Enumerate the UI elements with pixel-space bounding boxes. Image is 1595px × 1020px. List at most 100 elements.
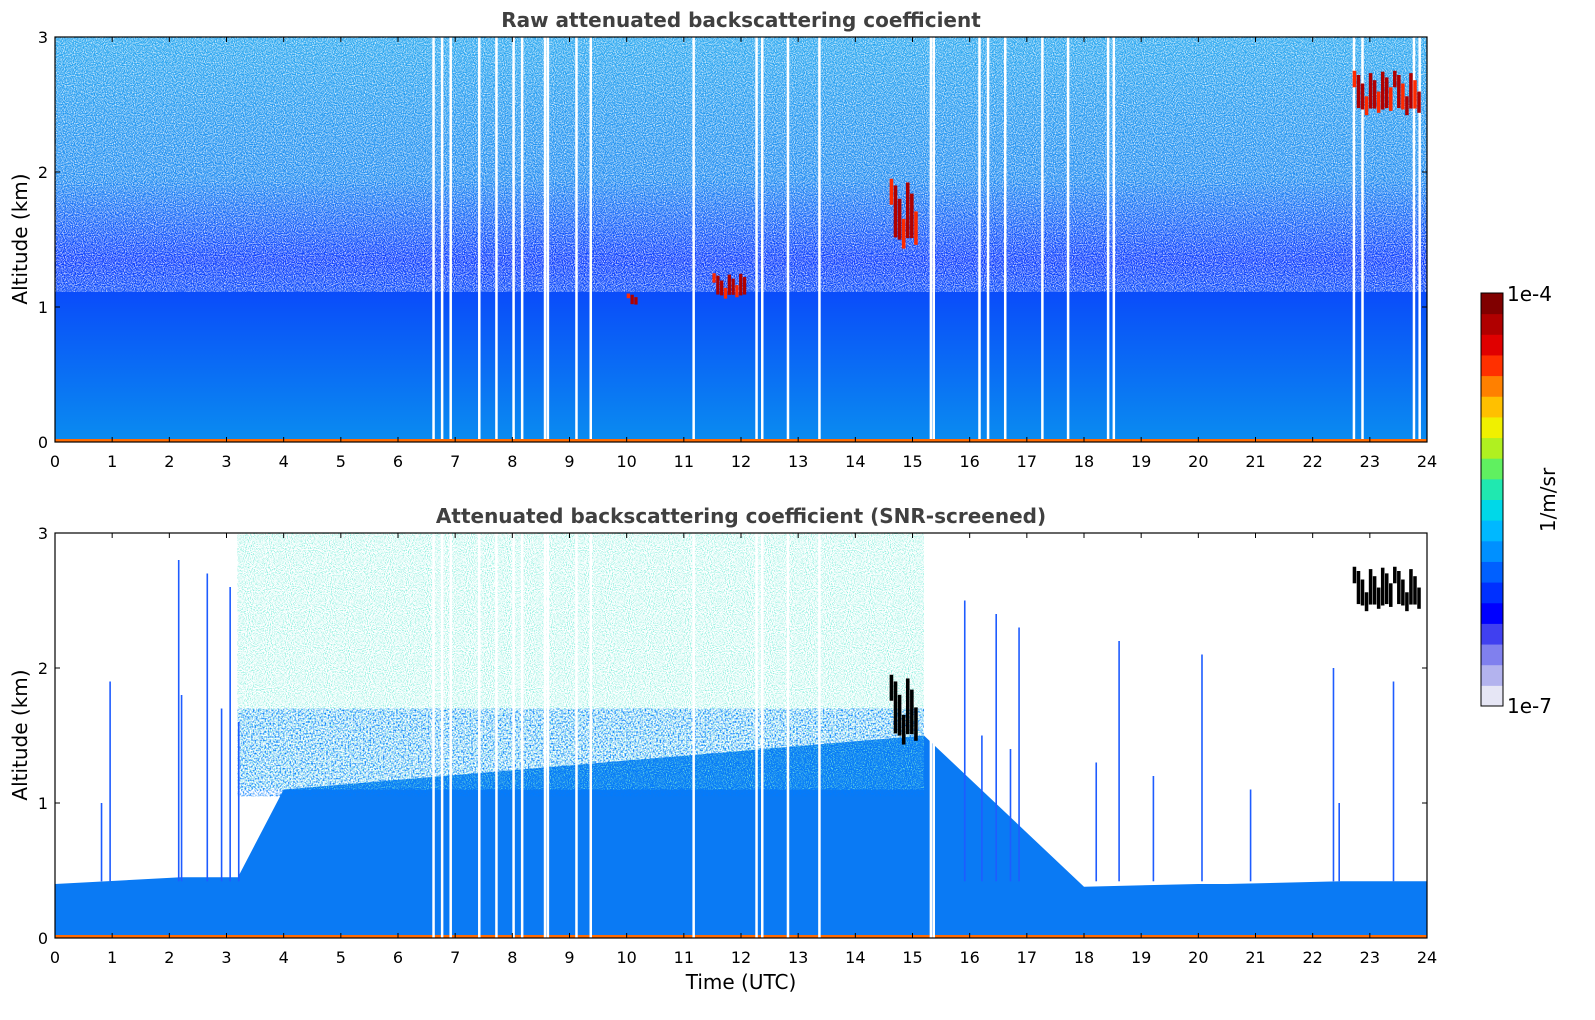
x-tick-label: 14	[845, 948, 865, 967]
cloud-mark	[1409, 73, 1413, 109]
cloud-mark	[1389, 583, 1393, 607]
cloud-mark	[1409, 569, 1413, 605]
x-tick-label: 6	[393, 452, 403, 471]
noise-gap	[1352, 37, 1356, 442]
valid-spike	[1095, 762, 1098, 882]
valid-spike	[981, 735, 983, 882]
x-tick-label: 11	[674, 948, 694, 967]
cloud-mark	[1401, 83, 1405, 110]
raw-y-axis: 0 1 2 3	[38, 28, 1427, 452]
cloud-mark	[901, 714, 906, 745]
noise-gap	[512, 37, 515, 442]
x-tick-label: 12	[731, 948, 751, 967]
noise-gap	[575, 533, 578, 938]
x-tick-label: 20	[1188, 452, 1208, 471]
cloud-mark	[1372, 576, 1377, 605]
valid-spike	[109, 681, 111, 882]
valid-spike	[177, 560, 180, 882]
x-tick-label: 24	[1417, 948, 1437, 967]
cloud-mark	[739, 273, 743, 296]
cloud-mark	[905, 678, 910, 735]
cloud-mark	[914, 211, 918, 245]
cloud-mark	[630, 294, 634, 305]
x-tick-label: 19	[1131, 452, 1151, 471]
noise-gap	[440, 37, 444, 442]
colorbar-segment	[1481, 293, 1503, 315]
noise-gap	[449, 37, 452, 442]
x-tick-label: 3	[221, 948, 231, 967]
x-tick-label: 23	[1360, 948, 1380, 967]
noise-gap	[929, 37, 933, 442]
cloud-mark	[1360, 83, 1365, 110]
y-tick-label: 3	[38, 28, 48, 47]
noise-gap	[495, 533, 498, 938]
valid-spike	[180, 695, 183, 882]
colorbar-segment	[1481, 664, 1503, 686]
cloud-mark	[1393, 566, 1397, 584]
noise-gap	[1106, 37, 1110, 442]
screened-y-axis-label: Altitude (km)	[8, 669, 32, 800]
cloud-mark	[1405, 592, 1409, 612]
y-tick-label: 0	[38, 433, 48, 452]
cloud-mark	[1368, 73, 1373, 109]
raw-noise-gaps	[432, 37, 1421, 442]
noise-gap	[1412, 37, 1416, 442]
screened-x-axis-label: Time (UTC)	[685, 970, 797, 994]
colorbar-segment	[1481, 458, 1503, 480]
noise-gap	[449, 533, 452, 938]
x-tick-label: 0	[50, 452, 60, 471]
x-tick-label: 6	[393, 948, 403, 967]
x-tick-label: 17	[1017, 452, 1037, 471]
noise-gap	[761, 533, 764, 938]
colorbar-segment	[1481, 644, 1503, 666]
noise-gap	[546, 37, 550, 442]
x-tick-label: 22	[1302, 452, 1322, 471]
noise-gap	[932, 37, 936, 442]
valid-spike	[1201, 654, 1203, 882]
colorbar-segment	[1481, 396, 1503, 418]
x-tick-label: 18	[1074, 452, 1094, 471]
cloud-mark	[712, 273, 716, 283]
cloud-mark	[1372, 80, 1377, 109]
colorbar-segment	[1481, 354, 1503, 377]
valid-spike	[220, 708, 223, 882]
noise-gap	[440, 533, 444, 938]
cloud-mark	[716, 275, 720, 295]
screened-x-axis: 0 1 2 3 4 5 6 7 8 9 10 11 12 13 14 15 16 17 18 19 20 21 22 23 24	[50, 533, 1437, 967]
x-tick-label: 16	[959, 452, 979, 471]
colorbar-min-label: 1e-7	[1507, 694, 1552, 718]
noise-gap	[520, 37, 524, 442]
screened-y-axis: 0 1 2 3	[38, 524, 1427, 948]
x-tick-label: 5	[336, 452, 346, 471]
x-tick-label: 2	[164, 452, 174, 471]
cloud-mark	[1413, 576, 1417, 605]
noise-gap	[692, 37, 695, 442]
x-tick-label: 10	[616, 948, 636, 967]
colorbar-unit-label: 1/m/sr	[1536, 467, 1560, 532]
screened-valid-region	[55, 533, 1427, 938]
noise-gap	[543, 533, 547, 938]
noise-gap	[495, 37, 498, 442]
y-tick-label: 2	[38, 163, 48, 182]
cloud-mark	[1417, 91, 1421, 113]
noise-gap	[978, 37, 981, 442]
x-tick-label: 8	[507, 452, 517, 471]
cloud-mark	[731, 278, 735, 295]
noise-gap	[543, 37, 547, 442]
cloud-mark	[893, 681, 898, 734]
colorbar-segment	[1481, 416, 1503, 439]
noise-gap	[1066, 37, 1070, 442]
noise-gap	[755, 533, 758, 938]
valid-spike	[963, 600, 966, 882]
y-tick-label: 3	[38, 524, 48, 543]
cloud-mark	[720, 280, 724, 296]
colorbar-segment	[1481, 561, 1503, 583]
colorbar-segment	[1481, 623, 1503, 645]
x-tick-label: 13	[788, 948, 808, 967]
noise-gap	[932, 533, 936, 938]
noise-gap	[1041, 37, 1044, 442]
cloud-mark	[1364, 592, 1369, 612]
y-tick-label: 0	[38, 929, 48, 948]
screened-noise-gaps	[432, 533, 936, 938]
x-tick-label: 7	[450, 452, 460, 471]
